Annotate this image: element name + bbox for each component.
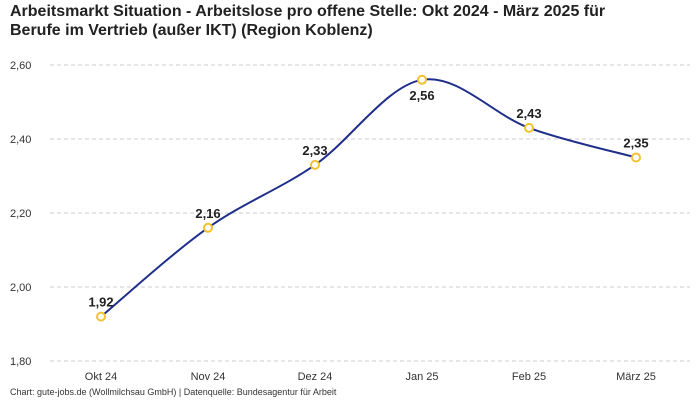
chart-title: Arbeitsmarkt Situation - Arbeitslose pro… bbox=[10, 2, 690, 40]
source-footer: Chart: gute-jobs.de (Wollmilchsau GmbH) … bbox=[10, 387, 337, 397]
y-tick-label: 2,40 bbox=[10, 134, 31, 146]
x-tick-label: Okt 24 bbox=[85, 371, 117, 383]
data-label: 2,16 bbox=[195, 206, 220, 221]
y-tick-label: 2,20 bbox=[10, 208, 31, 220]
series-line bbox=[100, 78, 637, 318]
data-label: 2,56 bbox=[409, 88, 434, 103]
y-tick-label: 2,00 bbox=[10, 282, 31, 294]
data-label: 2,33 bbox=[302, 143, 327, 158]
x-axis-ticks: Okt 24 Nov 24 Dez 24 Jan 25 Feb 25 März 25 bbox=[85, 371, 656, 383]
chart-title-line-1: Arbeitsmarkt Situation - Arbeitslose pro… bbox=[10, 3, 606, 20]
data-label: 2,35 bbox=[623, 136, 648, 151]
y-tick-label: 2,60 bbox=[10, 60, 31, 72]
data-point bbox=[631, 152, 641, 163]
data-point bbox=[203, 222, 213, 233]
data-point bbox=[417, 74, 427, 85]
series-line-layer bbox=[100, 78, 637, 318]
markers bbox=[96, 74, 641, 322]
data-point bbox=[524, 122, 534, 133]
x-tick-label: Jan 25 bbox=[405, 371, 438, 383]
y-axis-ticks: 1,80 2,00 2,20 2,40 2,60 bbox=[10, 60, 31, 368]
data-labels: 1,92 2,16 2,33 2,56 2,43 2,35 bbox=[88, 88, 648, 310]
data-point bbox=[96, 311, 106, 322]
x-tick-label: März 25 bbox=[616, 371, 656, 383]
y-tick-label: 1,80 bbox=[10, 356, 31, 368]
gridlines bbox=[50, 64, 690, 362]
data-label: 1,92 bbox=[88, 295, 113, 310]
data-point bbox=[310, 159, 320, 170]
chart-title-line-2: Berufe im Vertrieb (außer IKT) (Region K… bbox=[10, 22, 373, 39]
x-tick-label: Dez 24 bbox=[298, 371, 333, 383]
x-tick-label: Feb 25 bbox=[512, 371, 546, 383]
x-tick-label: Nov 24 bbox=[191, 371, 226, 383]
data-label: 2,43 bbox=[516, 106, 541, 121]
